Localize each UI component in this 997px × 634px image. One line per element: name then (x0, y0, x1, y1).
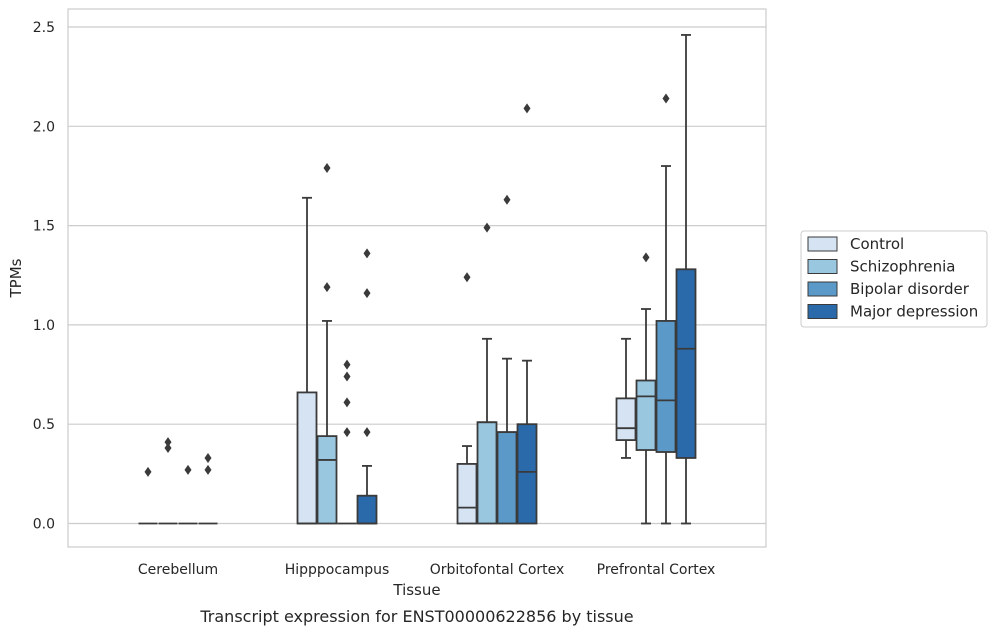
box-1-3 (635, 252, 657, 525)
x-axis-label: Tissue (392, 581, 440, 599)
box-body (635, 379, 657, 451)
y-tick-label-4: 2.0 (33, 119, 55, 135)
x-tick-label-0: Cerebellum (138, 562, 218, 578)
box-body (476, 421, 498, 525)
box-1-1 (316, 163, 338, 525)
legend-label-3: Major depression (850, 303, 978, 321)
y-tick-label-3: 1.5 (33, 219, 55, 235)
box-3-3 (675, 34, 697, 525)
box-0-3 (615, 337, 637, 459)
y-tick-label-0: 0.0 (33, 517, 55, 533)
outlier-point (343, 359, 351, 370)
box-1-2 (476, 222, 498, 525)
box-3-2 (516, 103, 538, 525)
box-0-2 (456, 272, 478, 525)
outlier-point (363, 248, 371, 259)
y-tick-label-1: 0.5 (33, 417, 55, 433)
legend-label-1: Schizophrenia (850, 258, 955, 276)
legend-swatch-2 (807, 281, 838, 297)
x-axis-ticks: Cerebellum Hipppocampus Orbitofontal Corte… (138, 562, 715, 578)
box-3-1 (356, 248, 378, 525)
box-body (675, 268, 697, 459)
outlier-point (343, 397, 351, 408)
x-tick-label-2: Orbitofontal Cortex (430, 562, 565, 578)
plot-area (67, 8, 767, 548)
legend-swatch-3 (807, 304, 838, 319)
outlier-point (144, 466, 152, 477)
outlier-point (642, 252, 650, 263)
outlier-point (164, 437, 172, 448)
y-axis-label: TPMs (7, 258, 25, 298)
outlier-point (323, 163, 331, 174)
x-tick-label-3: Prefrontal Cortex (597, 562, 716, 578)
box-body (516, 423, 538, 525)
box-0-1 (296, 196, 318, 525)
outlier-point (164, 443, 172, 454)
box-body (655, 320, 677, 453)
box-0-0 (138, 466, 158, 525)
figure-caption: Transcript expression for ENST0000062285… (199, 607, 633, 626)
outlier-point (483, 222, 491, 233)
box-2-2 (496, 194, 518, 525)
box-body (296, 391, 318, 525)
outlier-point (523, 103, 531, 114)
y-axis-ticks: 0.0 0.5 1.0 1.5 2.0 2.5 (33, 20, 55, 533)
outlier-point (503, 194, 511, 205)
outlier-point (463, 272, 471, 283)
outlier-point (184, 464, 192, 475)
outlier-point (343, 371, 351, 382)
box-body (496, 431, 518, 525)
box-body (456, 463, 478, 525)
outlier-point (363, 288, 371, 299)
y-tick-label-2: 1.0 (33, 318, 55, 334)
outlier-point (343, 427, 351, 438)
box-body (316, 435, 338, 525)
legend: Control Schizophrenia Bipolar disorder Majo… (800, 230, 988, 328)
y-tick-label-5: 2.5 (33, 20, 55, 36)
box-2-0 (178, 464, 198, 525)
legend-swatch-1 (807, 259, 838, 274)
legend-frame (800, 230, 988, 328)
x-tick-label-1: Hipppocampus (285, 562, 390, 578)
box-1-0 (158, 437, 178, 525)
box-body (356, 494, 378, 525)
outlier-point (204, 464, 212, 475)
box-body (615, 397, 637, 441)
outlier-point (204, 452, 212, 463)
outlier-point (662, 93, 670, 104)
outlier-point (363, 427, 371, 438)
legend-label-0: Control (850, 235, 904, 253)
box-3-0 (198, 452, 218, 525)
outlier-point (323, 282, 331, 293)
legend-swatch-0 (807, 236, 838, 252)
box-2-1 (337, 359, 357, 525)
boxes-layer (138, 34, 697, 525)
box-2-3 (655, 93, 677, 525)
legend-label-2: Bipolar disorder (850, 280, 970, 298)
